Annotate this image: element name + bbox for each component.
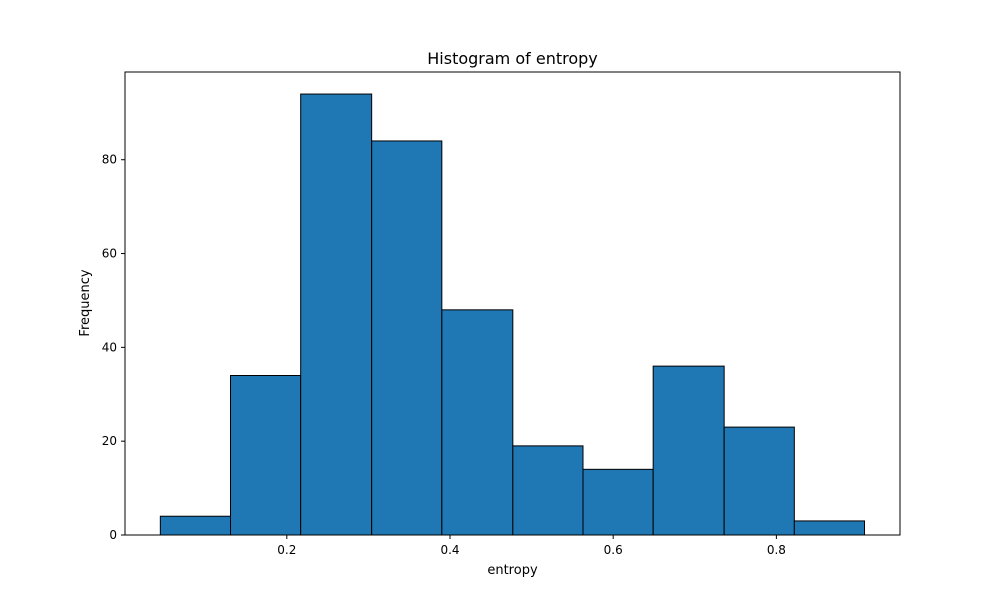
bars-group [159,93,866,536]
histogram-bar-7 [582,468,654,536]
histogram-bar-8 [652,365,725,536]
histogram-bar-5 [441,309,514,536]
histogram-bar-4 [371,140,443,536]
histogram-bar-3 [300,93,373,536]
y-tick-label: 80 [102,153,117,167]
histogram-bar-1 [159,515,232,536]
histogram-bar-9 [723,426,795,536]
x-tick-label: 0.2 [277,543,296,557]
y-tick-label: 20 [102,434,117,448]
histogram-bar-6 [512,445,584,536]
x-axis-label: entropy [487,563,538,578]
y-axis-ticks: 0 20 40 60 80 [102,153,125,542]
x-tick-label: 0.4 [440,543,459,557]
plot-frame [124,71,901,536]
chart-title: Histogram of entropy [427,49,598,68]
histogram-bar-10 [793,520,866,536]
x-tick-label: 0.6 [604,543,623,557]
x-tick-label: 0.8 [767,543,786,557]
y-tick-label: 60 [102,247,117,261]
x-axis-ticks: 0.2 0.4 0.6 0.8 [277,535,786,557]
y-tick-label: 0 [109,528,117,542]
histogram-bar-2 [230,375,302,536]
y-tick-label: 40 [102,340,117,354]
y-axis-label: Frequency [78,269,93,336]
